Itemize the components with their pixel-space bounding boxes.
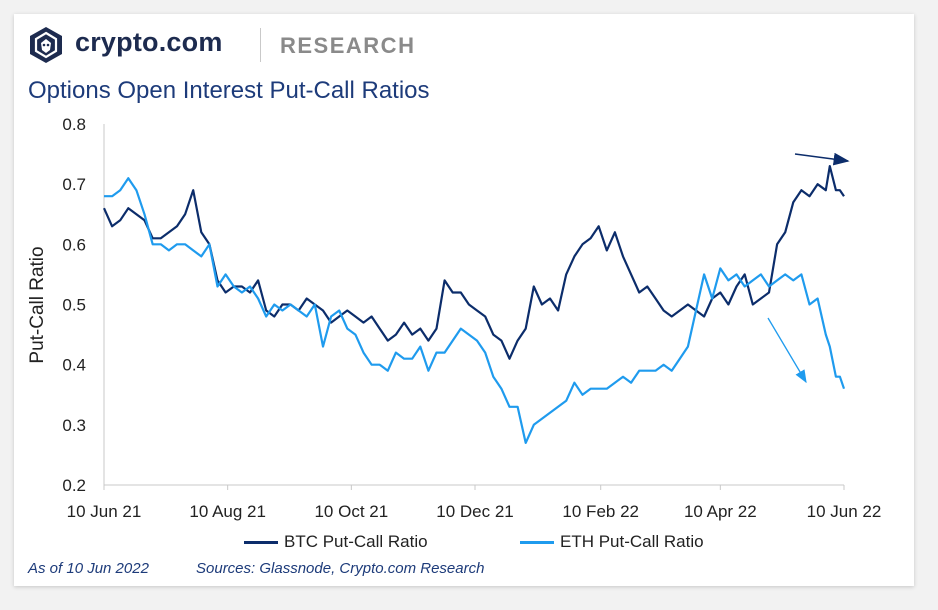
x-ticks: 10 Jun 21 10 Aug 21 10 Oct 21 10 Dec 21 10 F… — [67, 485, 882, 521]
annotations — [767, 152, 850, 384]
legend-item-eth: ETH Put-Call Ratio — [520, 532, 704, 552]
legend: BTC Put-Call Ratio ETH Put-Call Ratio — [0, 532, 938, 556]
x-tick-label: 10 Aug 21 — [189, 502, 266, 521]
crypto-com-lion-shield-icon — [30, 27, 62, 63]
x-tick-label: 10 Jun 21 — [67, 502, 142, 521]
axes — [103, 124, 844, 486]
chart-card — [14, 14, 914, 586]
eth-series-line — [104, 177, 846, 444]
y-tick-label: 0.2 — [62, 476, 86, 495]
section-label: RESEARCH — [280, 33, 416, 58]
legend-label: ETH Put-Call Ratio — [560, 532, 704, 551]
x-tick-label: 10 Dec 21 — [436, 502, 514, 521]
y-tick-label: 0.7 — [62, 175, 86, 194]
x-tick-label: 10 Oct 21 — [314, 502, 388, 521]
legend-label: BTC Put-Call Ratio — [284, 532, 428, 551]
brand-name: crypto.com — [75, 27, 223, 57]
eth-trend-arrow-icon — [767, 317, 807, 384]
x-tick-label: 10 Jun 22 — [807, 502, 882, 521]
legend-item-btc: BTC Put-Call Ratio — [244, 532, 428, 552]
header: crypto.com RESEARCH — [14, 14, 914, 74]
y-tick-label: 0.8 — [62, 115, 86, 134]
y-ticks: 0.2 0.3 0.4 0.5 0.6 0.7 0.8 — [62, 115, 86, 495]
y-tick-label: 0.3 — [62, 416, 86, 435]
y-tick-label: 0.5 — [62, 296, 86, 315]
legend-swatch — [244, 540, 278, 544]
series-lines — [102, 165, 846, 444]
y-tick-label: 0.4 — [62, 356, 86, 375]
btc-series-line — [102, 165, 845, 360]
y-tick-label: 0.6 — [62, 235, 86, 254]
btc-trend-arrow-icon — [794, 152, 850, 166]
x-tick-label: 10 Apr 22 — [684, 502, 757, 521]
x-tick-label: 10 Feb 22 — [562, 502, 639, 521]
sources-note: Sources: Glassnode, Crypto.com Research — [196, 560, 485, 577]
legend-swatch — [520, 540, 554, 544]
as-of-note: As of 10 Jun 2022 — [28, 560, 149, 577]
header-divider — [260, 28, 261, 62]
chart-title: Options Open Interest Put-Call Ratios — [28, 77, 430, 104]
